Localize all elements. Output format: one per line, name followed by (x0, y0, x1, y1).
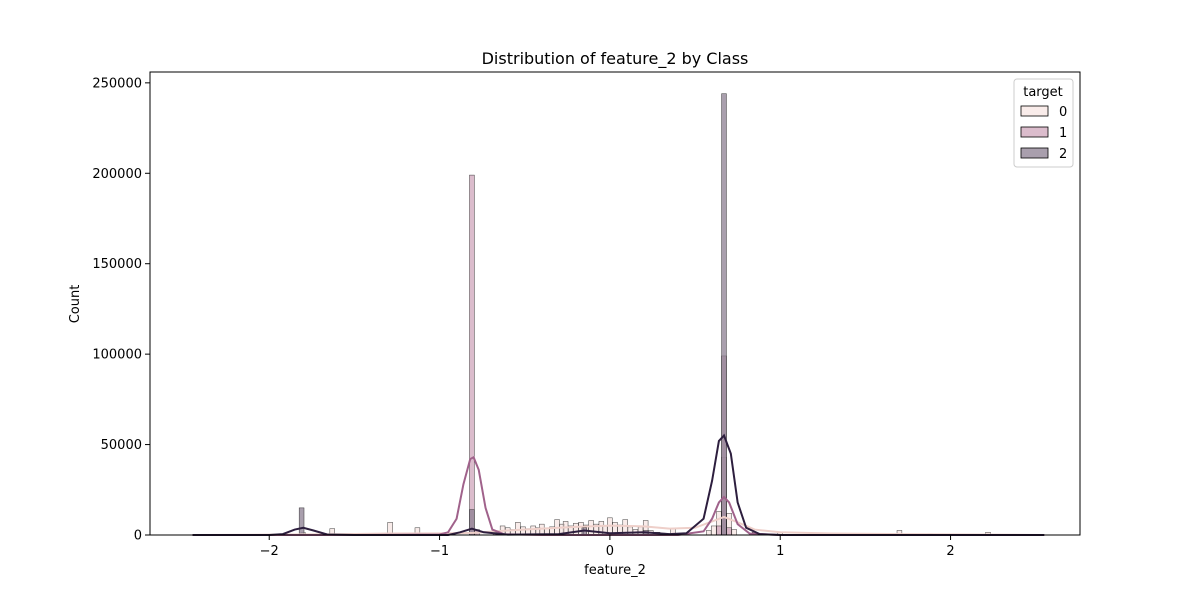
histogram-bar (716, 525, 722, 536)
kde-lines (192, 433, 1045, 536)
histogram-bar (573, 522, 579, 536)
histogram-bar (731, 529, 737, 536)
plot-area (149, 71, 1081, 536)
legend-label-0: 0 (1059, 105, 1067, 120)
x-tick-label: −1 (430, 544, 449, 559)
histogram-bar (721, 93, 727, 536)
legend-label-1: 1 (1059, 126, 1067, 141)
histogram-bar (298, 507, 305, 536)
x-tick-label: −2 (260, 544, 279, 559)
legend-box (1013, 78, 1074, 168)
legend-title: target (1023, 85, 1063, 100)
y-tick-label: 250000 (92, 76, 142, 91)
legend: target 0 1 2 (1013, 78, 1074, 168)
kde-line-series-2 (192, 433, 1045, 536)
histogram-bar (706, 530, 712, 536)
x-tick-label: 0 (606, 544, 614, 559)
plot-frame (149, 71, 1081, 536)
x-axis-label: feature_2 (584, 563, 646, 578)
chart-title: Distribution of feature_2 by Class (482, 49, 749, 69)
legend-label-2: 2 (1059, 147, 1067, 162)
histogram-bar (588, 520, 594, 536)
x-axis: −2 −1 0 1 2 (260, 535, 955, 559)
plot-background (150, 72, 1080, 535)
legend-swatch-0 (1020, 105, 1049, 117)
y-tick-label: 150000 (92, 257, 142, 272)
histogram-bar (469, 509, 475, 536)
histogram-bar (627, 526, 634, 536)
legend-swatch-2 (1020, 147, 1049, 159)
y-axis: 0 50000 100000 150000 200000 250000 (92, 76, 150, 544)
histogram-bar (637, 526, 644, 536)
y-tick-label: 0 (134, 529, 142, 544)
y-tick-label: 50000 (101, 438, 142, 453)
legend-swatch-1 (1020, 126, 1049, 138)
histogram-bar (711, 525, 717, 536)
x-tick-label: 1 (776, 544, 784, 559)
kde-line-series-0 (192, 515, 1045, 536)
x-tick-label: 2 (946, 544, 954, 559)
legend-items: 0 1 2 (1020, 105, 1067, 162)
histogram-bar (515, 522, 521, 536)
histogram-bar (726, 527, 732, 536)
y-axis-label: Count (68, 285, 83, 324)
y-tick-label: 200000 (92, 167, 142, 182)
y-tick-label: 100000 (92, 348, 142, 363)
histogram-bar (469, 174, 475, 536)
